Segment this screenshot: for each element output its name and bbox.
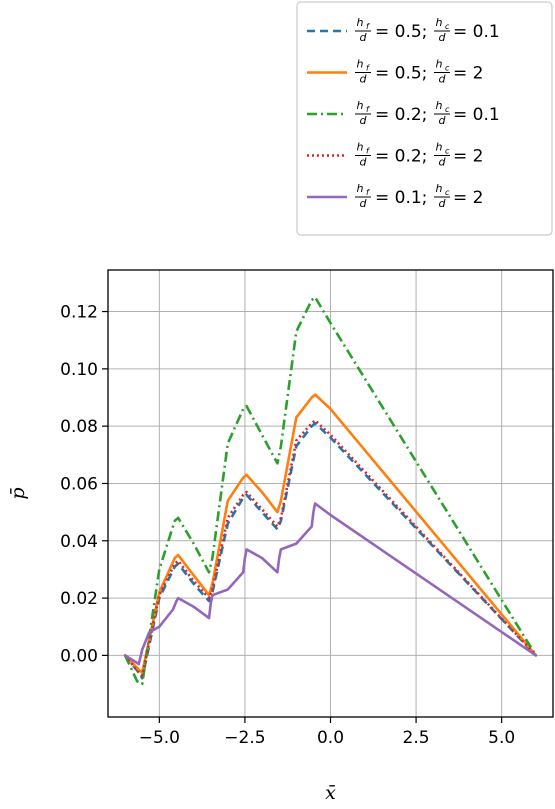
legend-label-4: h fd = 0.2; h cd = 2 bbox=[355, 141, 483, 169]
x-axis-label: x̄ bbox=[325, 782, 336, 804]
svg-text:h: h bbox=[357, 99, 364, 112]
y-tick-label: 0.12 bbox=[60, 303, 98, 323]
svg-text:f: f bbox=[366, 188, 370, 197]
y-tick-label: 0.00 bbox=[60, 646, 98, 666]
svg-text:h: h bbox=[436, 99, 443, 112]
svg-text:f: f bbox=[366, 105, 370, 114]
svg-text:c: c bbox=[445, 22, 450, 31]
svg-text:= 0.1;: = 0.1; bbox=[375, 188, 427, 208]
x-tick-label: 2.5 bbox=[403, 728, 430, 748]
legend-label-3: h fd = 0.2; h cd = 0.1 bbox=[355, 99, 500, 127]
svg-text:h: h bbox=[357, 58, 364, 71]
svg-text:= 0.2;: = 0.2; bbox=[375, 147, 427, 167]
legend-label-2: h fd = 0.5; h cd = 2 bbox=[355, 58, 483, 86]
svg-text:= 0.5;: = 0.5; bbox=[375, 64, 427, 84]
y-tick-label: 0.10 bbox=[60, 360, 98, 380]
series-line-1 bbox=[124, 421, 537, 680]
svg-text:= 0.1: = 0.1 bbox=[453, 22, 500, 42]
y-tick-label: 0.06 bbox=[60, 474, 98, 494]
svg-text:h: h bbox=[436, 58, 443, 71]
axis-ticks: −5.0 −2.5 0.0 2.5 5.0 0.00 0.02 0.04 0.06 0.08 0.1… bbox=[60, 303, 515, 748]
svg-text:c: c bbox=[445, 188, 450, 197]
svg-text:= 2: = 2 bbox=[453, 188, 483, 208]
y-axis-label: p̄ bbox=[7, 487, 29, 499]
svg-text:f: f bbox=[366, 147, 370, 156]
svg-text:= 2: = 2 bbox=[453, 147, 483, 167]
svg-text:d: d bbox=[360, 31, 368, 44]
svg-text:c: c bbox=[445, 147, 450, 156]
x-tick-label: 0.0 bbox=[317, 728, 344, 748]
svg-text:f: f bbox=[366, 22, 370, 31]
svg-text:= 0.1: = 0.1 bbox=[453, 105, 500, 125]
svg-text:h: h bbox=[357, 182, 364, 195]
legend-label-5: h fd = 0.1; h cd = 2 bbox=[355, 182, 483, 210]
svg-text:d: d bbox=[439, 31, 447, 44]
svg-text:d: d bbox=[439, 114, 447, 127]
series-lines bbox=[123, 295, 538, 686]
svg-text:d: d bbox=[439, 197, 447, 210]
svg-text:d: d bbox=[360, 197, 368, 210]
svg-text:c: c bbox=[445, 105, 450, 114]
y-tick-label: 0.04 bbox=[60, 532, 98, 552]
legend-label-1: h fd = 0.5; h cd = 0.1 bbox=[355, 16, 500, 44]
svg-text:d: d bbox=[439, 156, 447, 169]
svg-text:h: h bbox=[436, 16, 443, 29]
y-tick-label: 0.08 bbox=[60, 417, 98, 437]
grid bbox=[108, 270, 553, 717]
svg-text:h: h bbox=[357, 141, 364, 154]
svg-text:= 2: = 2 bbox=[453, 64, 483, 84]
series-line-5 bbox=[123, 502, 538, 666]
svg-text:c: c bbox=[445, 64, 450, 73]
svg-text:d: d bbox=[360, 73, 368, 86]
svg-text:d: d bbox=[360, 114, 368, 127]
svg-text:h: h bbox=[357, 16, 364, 29]
svg-text:h: h bbox=[436, 182, 443, 195]
legend-box bbox=[296, 1, 553, 236]
svg-text:= 0.5;: = 0.5; bbox=[375, 22, 427, 42]
x-tick-label: −2.5 bbox=[224, 728, 265, 748]
x-tick-label: −5.0 bbox=[139, 728, 180, 748]
x-tick-label: 5.0 bbox=[488, 728, 515, 748]
svg-text:d: d bbox=[439, 73, 447, 86]
series-line-2 bbox=[123, 393, 538, 674]
svg-text:d: d bbox=[360, 156, 368, 169]
legend: h fd = 0.5; h cd = 0.1h fd = 0.5; h cd = 2h fd = 0.2… bbox=[296, 1, 553, 236]
y-tick-label: 0.02 bbox=[60, 589, 98, 609]
svg-text:h: h bbox=[436, 141, 443, 154]
svg-text:= 0.2;: = 0.2; bbox=[375, 105, 427, 125]
series-line-3 bbox=[123, 295, 538, 686]
svg-text:f: f bbox=[366, 64, 370, 73]
